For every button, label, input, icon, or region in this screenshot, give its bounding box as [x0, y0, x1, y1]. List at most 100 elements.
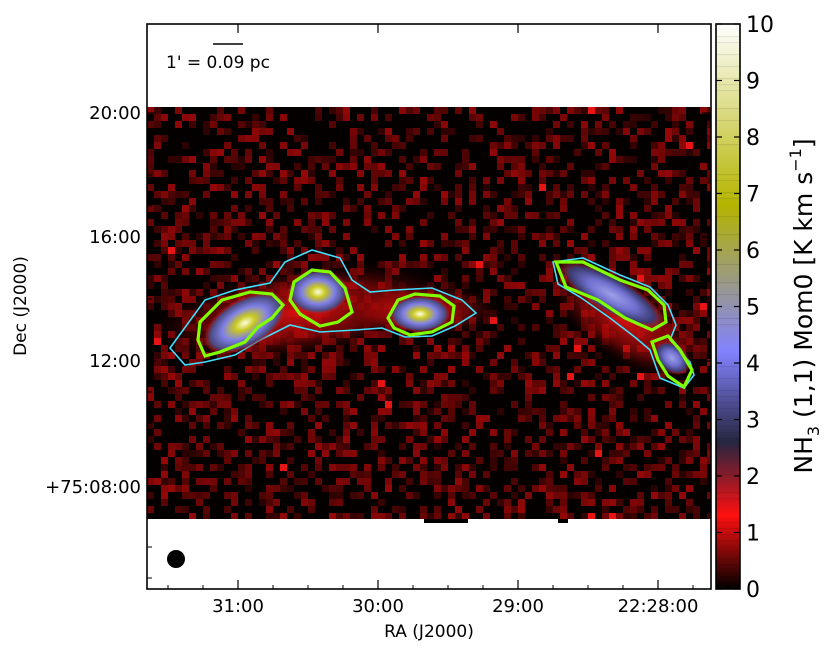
- noise-pixel: [308, 506, 315, 513]
- noise-pixel: [490, 380, 497, 387]
- noise-pixel: [651, 464, 658, 471]
- noise-pixel: [532, 142, 539, 149]
- noise-pixel: [588, 184, 595, 191]
- noise-pixel: [504, 429, 511, 436]
- noise-pixel: [560, 450, 567, 457]
- noise-pixel: [476, 338, 483, 345]
- noise-pixel: [231, 513, 238, 519]
- noise-pixel: [175, 380, 182, 387]
- noise-pixel: [490, 331, 497, 338]
- noise-pixel: [245, 471, 252, 478]
- noise-pixel: [203, 422, 210, 429]
- noise-pixel: [154, 443, 161, 450]
- noise-pixel: [560, 485, 567, 492]
- noise-pixel: [245, 450, 252, 457]
- noise-pixel: [196, 247, 203, 254]
- noise-pixel: [308, 170, 315, 177]
- noise-pixel: [266, 422, 273, 429]
- noise-pixel: [644, 226, 651, 233]
- noise-pixel: [406, 492, 413, 499]
- noise-pixel: [497, 275, 504, 282]
- noise-pixel: [658, 107, 665, 114]
- noise-pixel: [294, 373, 301, 380]
- noise-pixel: [679, 261, 686, 268]
- noise-pixel: [413, 107, 420, 114]
- noise-pixel: [539, 170, 546, 177]
- colorbar-band: [716, 498, 740, 500]
- noise-pixel: [168, 254, 175, 261]
- noise-pixel: [553, 135, 560, 142]
- noise-pixel: [280, 408, 287, 415]
- noise-pixel: [364, 191, 371, 198]
- noise-pixel: [511, 282, 518, 289]
- noise-pixel: [364, 156, 371, 163]
- noise-pixel: [455, 163, 462, 170]
- noise-pixel: [511, 268, 518, 275]
- noise-pixel: [329, 359, 336, 366]
- noise-pixel: [455, 401, 462, 408]
- noise-pixel: [336, 443, 343, 450]
- noise-pixel: [700, 107, 707, 114]
- noise-pixel: [469, 184, 476, 191]
- noise-pixel: [602, 422, 609, 429]
- noise-pixel: [189, 170, 196, 177]
- noise-pixel: [147, 163, 154, 170]
- noise-pixel: [560, 324, 567, 331]
- noise-pixel: [168, 156, 175, 163]
- noise-pixel: [448, 366, 455, 373]
- noise-pixel: [700, 471, 707, 478]
- noise-pixel: [280, 513, 287, 519]
- noise-pixel: [210, 464, 217, 471]
- noise-pixel: [217, 219, 224, 226]
- noise-pixel: [161, 289, 168, 296]
- noise-pixel: [266, 499, 273, 506]
- noise-pixel: [483, 254, 490, 261]
- noise-pixel: [546, 107, 553, 114]
- noise-pixel: [434, 121, 441, 128]
- noise-pixel: [581, 359, 588, 366]
- noise-pixel: [343, 205, 350, 212]
- noise-pixel: [448, 408, 455, 415]
- noise-pixel: [693, 401, 700, 408]
- noise-pixel: [525, 352, 532, 359]
- noise-pixel: [203, 121, 210, 128]
- noise-pixel: [168, 443, 175, 450]
- noise-pixel: [238, 121, 245, 128]
- noise-pixel: [630, 443, 637, 450]
- noise-pixel: [707, 268, 711, 275]
- noise-pixel: [665, 457, 672, 464]
- noise-pixel: [567, 191, 574, 198]
- noise-pixel: [147, 205, 154, 212]
- noise-pixel: [525, 492, 532, 499]
- noise-pixel: [175, 464, 182, 471]
- noise-pixel: [693, 310, 700, 317]
- noise-pixel: [644, 471, 651, 478]
- noise-pixel: [280, 464, 287, 471]
- noise-pixel: [476, 457, 483, 464]
- noise-pixel: [161, 373, 168, 380]
- noise-pixel: [602, 394, 609, 401]
- noise-pixel: [315, 184, 322, 191]
- noise-pixel: [469, 226, 476, 233]
- noise-pixel: [343, 450, 350, 457]
- noise-pixel: [336, 401, 343, 408]
- noise-pixel: [553, 254, 560, 261]
- noise-pixel: [567, 464, 574, 471]
- noise-pixel: [308, 429, 315, 436]
- noise-pixel: [483, 485, 490, 492]
- noise-pixel: [644, 415, 651, 422]
- noise-pixel: [518, 226, 525, 233]
- noise-pixel: [665, 149, 672, 156]
- noise-pixel: [665, 268, 672, 275]
- noise-pixel: [441, 275, 448, 282]
- noise-pixel: [322, 450, 329, 457]
- noise-pixel: [189, 513, 196, 519]
- noise-pixel: [665, 506, 672, 513]
- core-contour-1: [196, 290, 286, 358]
- noise-pixel: [469, 177, 476, 184]
- noise-pixel: [476, 366, 483, 373]
- noise-pixel: [609, 156, 616, 163]
- noise-pixel: [315, 457, 322, 464]
- noise-pixel: [483, 212, 490, 219]
- noise-pixel: [490, 464, 497, 471]
